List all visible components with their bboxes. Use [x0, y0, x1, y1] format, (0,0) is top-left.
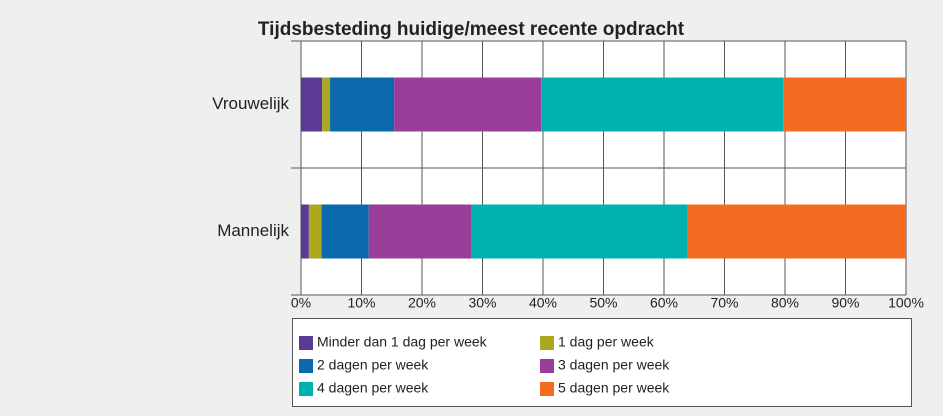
bar-segment	[301, 77, 323, 132]
bar-segment	[394, 77, 542, 132]
legend-label: Minder dan 1 dag per week	[317, 334, 488, 350]
bar-segment	[322, 77, 331, 132]
legend-box	[292, 318, 912, 407]
x-tick-label: 40%	[529, 295, 557, 311]
legend-label: 4 dagen per week	[317, 380, 429, 396]
bar-segment	[471, 204, 687, 259]
y-tick-label: Vrouwelijk	[212, 94, 289, 113]
x-tick-label: 10%	[347, 295, 375, 311]
bar-segment	[541, 77, 784, 132]
legend-swatch	[299, 336, 313, 350]
chart-title: Tijdsbesteding huidige/meest recente opd…	[258, 19, 685, 40]
bar-segment	[368, 204, 472, 259]
legend-swatch	[540, 336, 554, 350]
bar-segment	[321, 204, 369, 259]
x-tick-label: 80%	[771, 295, 799, 311]
legend-label: 3 dagen per week	[558, 357, 670, 373]
y-tick-label: Mannelijk	[217, 221, 289, 240]
legend-swatch	[540, 359, 554, 373]
x-tick-label: 90%	[831, 295, 859, 311]
legend-label: 5 dagen per week	[558, 380, 670, 396]
legend-swatch	[299, 382, 313, 396]
x-tick-label: 30%	[468, 295, 496, 311]
legend-label: 2 dagen per week	[317, 357, 429, 373]
x-tick-label: 60%	[650, 295, 678, 311]
bar-segment	[686, 204, 906, 259]
bar-segment	[301, 204, 309, 259]
bar-segment	[330, 77, 395, 132]
x-tick-label: 50%	[589, 295, 617, 311]
x-tick-label: 0%	[291, 295, 311, 311]
x-tick-label: 70%	[710, 295, 738, 311]
bar-segment	[308, 204, 322, 259]
legend-swatch	[540, 382, 554, 396]
legend-swatch	[299, 359, 313, 373]
x-tick-label: 100%	[888, 295, 924, 311]
legend-label: 1 dag per week	[558, 334, 655, 350]
bar-segment	[783, 77, 906, 132]
x-tick-label: 20%	[408, 295, 436, 311]
